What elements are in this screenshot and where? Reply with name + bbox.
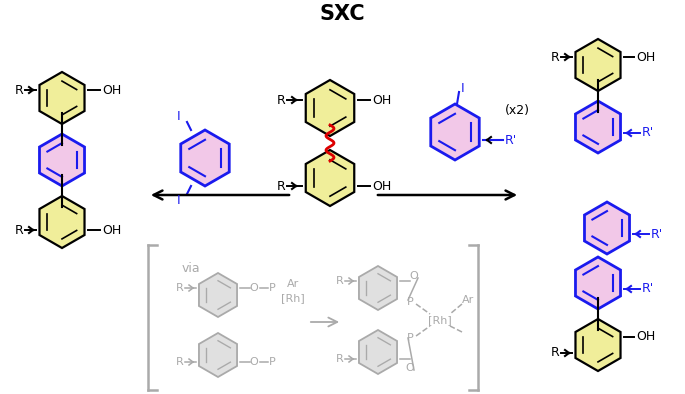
Text: R: R bbox=[277, 180, 286, 193]
Text: I: I bbox=[177, 110, 181, 123]
Text: OH: OH bbox=[102, 84, 121, 97]
Polygon shape bbox=[40, 134, 84, 186]
Polygon shape bbox=[584, 202, 630, 254]
Text: OH: OH bbox=[372, 180, 391, 193]
Text: R: R bbox=[551, 346, 560, 359]
Text: (x2): (x2) bbox=[505, 104, 530, 117]
Polygon shape bbox=[575, 39, 621, 91]
Polygon shape bbox=[575, 319, 621, 371]
Text: R': R' bbox=[642, 282, 654, 296]
Text: P: P bbox=[407, 333, 413, 343]
Text: O: O bbox=[249, 283, 258, 293]
Text: P: P bbox=[407, 297, 413, 307]
Text: R': R' bbox=[651, 227, 663, 240]
Text: R: R bbox=[176, 283, 184, 293]
Text: O: O bbox=[410, 271, 419, 281]
Text: SXC: SXC bbox=[319, 4, 365, 24]
Text: R': R' bbox=[642, 126, 654, 139]
Text: O: O bbox=[249, 357, 258, 367]
Polygon shape bbox=[199, 273, 237, 317]
Text: P: P bbox=[269, 283, 275, 293]
Text: R: R bbox=[15, 84, 24, 97]
Text: O: O bbox=[406, 363, 414, 373]
Polygon shape bbox=[306, 150, 354, 206]
Text: P: P bbox=[269, 357, 275, 367]
Polygon shape bbox=[181, 130, 229, 186]
Text: R: R bbox=[551, 50, 560, 63]
Text: via: via bbox=[182, 262, 201, 275]
Polygon shape bbox=[575, 101, 621, 153]
Polygon shape bbox=[199, 333, 237, 377]
Text: Ar: Ar bbox=[462, 295, 474, 305]
Polygon shape bbox=[40, 72, 84, 124]
Polygon shape bbox=[575, 257, 621, 309]
Polygon shape bbox=[431, 104, 480, 160]
Text: OH: OH bbox=[636, 50, 656, 63]
Polygon shape bbox=[40, 196, 84, 248]
Text: OH: OH bbox=[372, 93, 391, 106]
Text: [Rh]: [Rh] bbox=[281, 293, 305, 303]
Text: I: I bbox=[177, 193, 181, 206]
Text: OH: OH bbox=[636, 331, 656, 344]
Text: R: R bbox=[277, 93, 286, 106]
Polygon shape bbox=[359, 330, 397, 374]
Text: R: R bbox=[15, 223, 24, 236]
Text: R: R bbox=[336, 354, 344, 364]
Text: Ar: Ar bbox=[287, 279, 299, 289]
Text: R: R bbox=[176, 357, 184, 367]
Text: [Rh]: [Rh] bbox=[428, 315, 452, 325]
Text: OH: OH bbox=[102, 223, 121, 236]
Text: R': R' bbox=[505, 134, 517, 147]
Polygon shape bbox=[359, 266, 397, 310]
Text: I: I bbox=[461, 82, 465, 95]
Text: R: R bbox=[336, 276, 344, 286]
Polygon shape bbox=[306, 80, 354, 136]
